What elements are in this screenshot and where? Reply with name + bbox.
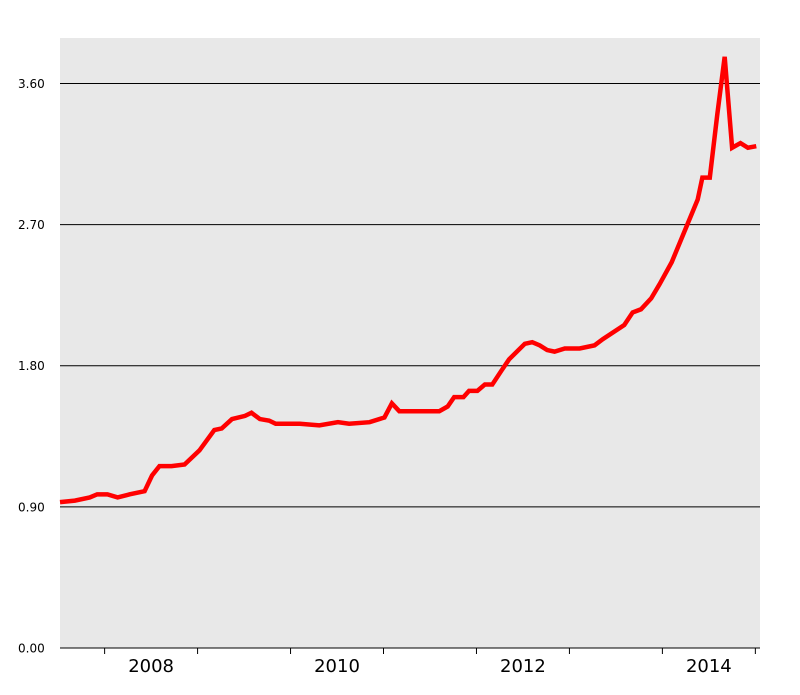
- x-tick-label: 2008: [128, 656, 174, 677]
- y-tick-label: 2.70: [18, 218, 45, 232]
- x-tick-label: 2010: [314, 656, 360, 677]
- y-tick-label: 0.90: [18, 500, 45, 514]
- y-tick-label: 3.60: [18, 77, 45, 91]
- plot-area: [60, 38, 760, 648]
- x-tick-label: 2014: [686, 656, 732, 677]
- data-line: [59, 56, 757, 505]
- y-tick-label: 0.00: [18, 642, 45, 656]
- y-tick-label: 1.80: [18, 359, 45, 373]
- x-tick-label: 2012: [500, 656, 546, 677]
